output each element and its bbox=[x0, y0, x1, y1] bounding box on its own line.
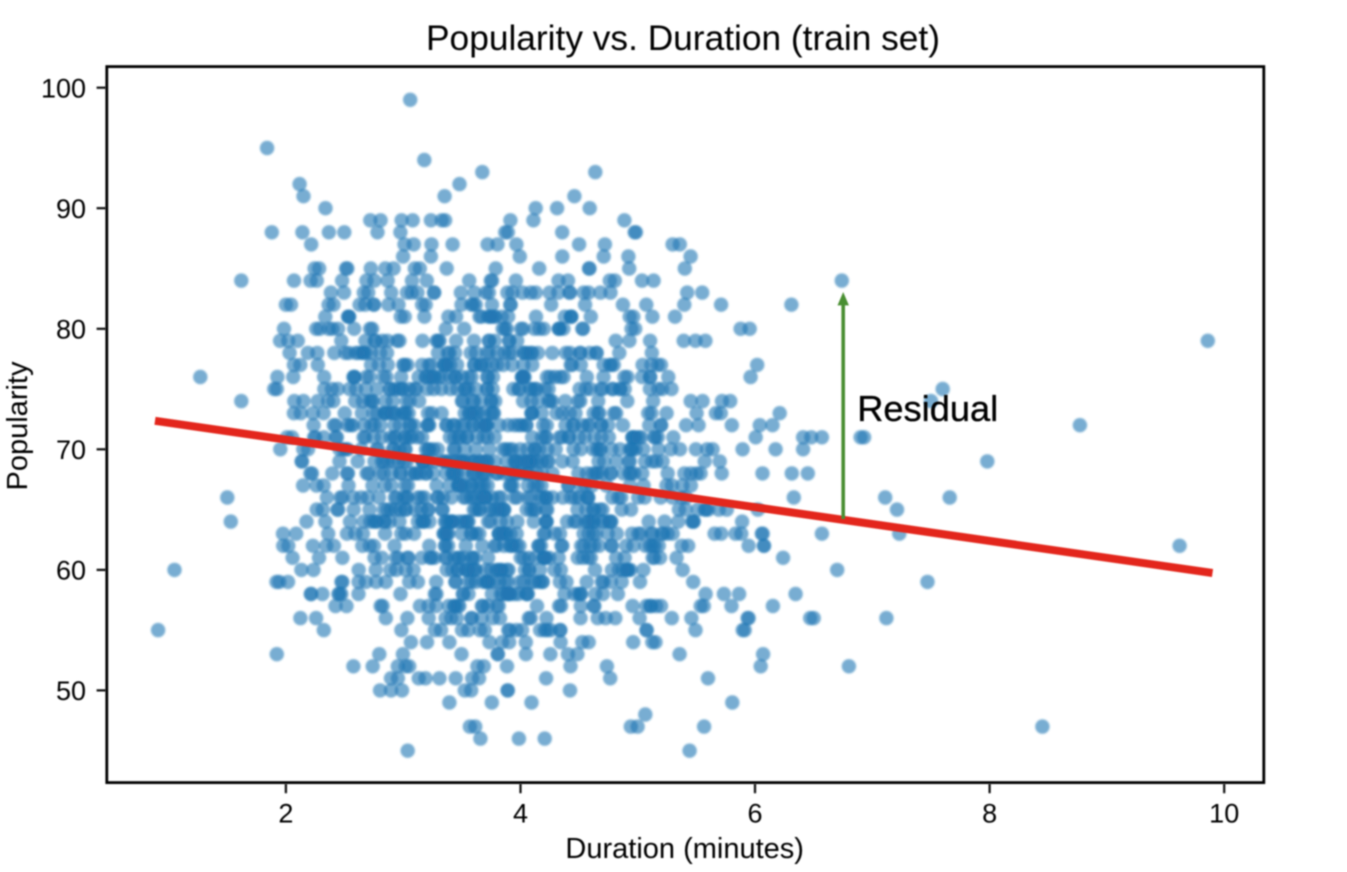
svg-text:Popularity vs. Duration (train: Popularity vs. Duration (train set) bbox=[426, 19, 940, 58]
svg-text:8: 8 bbox=[982, 798, 997, 828]
svg-text:Popularity: Popularity bbox=[2, 361, 34, 490]
svg-text:2: 2 bbox=[278, 798, 293, 828]
svg-text:6: 6 bbox=[747, 798, 762, 828]
svg-text:100: 100 bbox=[41, 73, 86, 103]
svg-text:10: 10 bbox=[1209, 798, 1239, 828]
svg-text:Duration (minutes): Duration (minutes) bbox=[565, 833, 804, 865]
svg-text:4: 4 bbox=[513, 798, 528, 828]
svg-text:70: 70 bbox=[56, 435, 86, 465]
svg-text:90: 90 bbox=[56, 194, 86, 224]
svg-text:60: 60 bbox=[56, 556, 86, 586]
svg-text:50: 50 bbox=[56, 676, 86, 706]
svg-text:80: 80 bbox=[56, 315, 86, 345]
svg-text:Residual: Residual bbox=[857, 388, 998, 429]
